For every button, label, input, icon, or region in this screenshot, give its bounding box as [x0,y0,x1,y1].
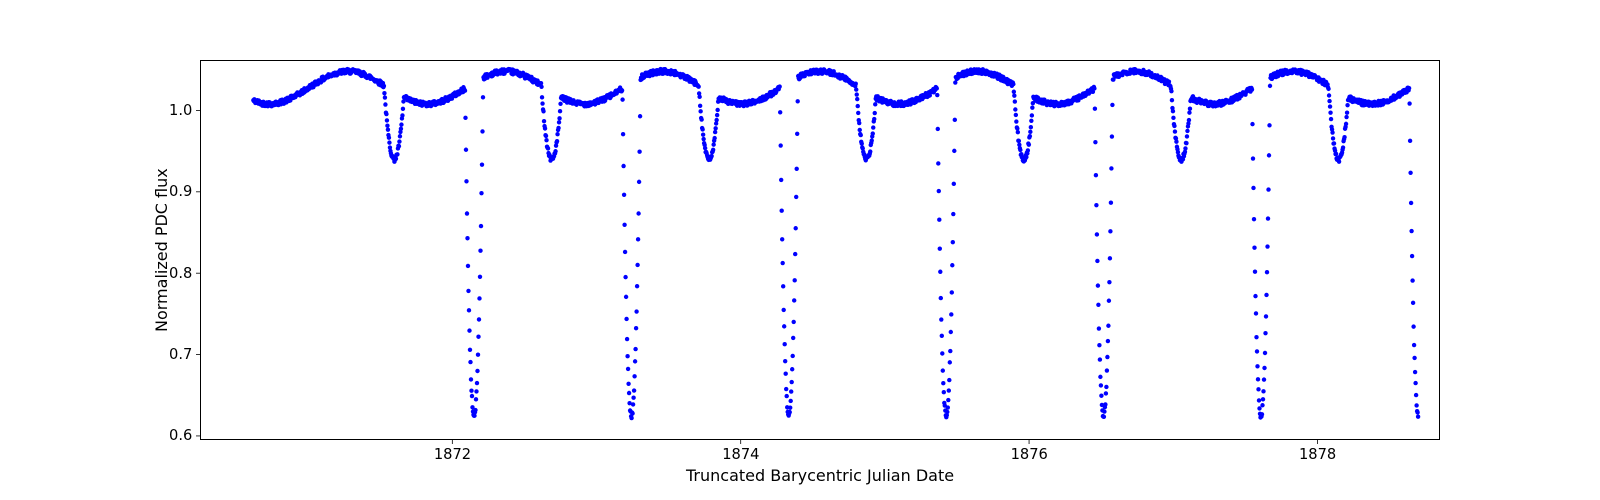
tick-label: 1878 [1299,446,1336,463]
tick-label: 0.7 [169,346,192,363]
tick-label: 0.6 [169,427,192,444]
tick-label: 1874 [722,446,759,463]
x-axis-label: Truncated Barycentric Julian Date [686,466,954,485]
tick-label: 1876 [1011,446,1048,463]
tick-label: 1.0 [169,102,192,119]
figure: Truncated Barycentric Julian Date Normal… [0,0,1600,500]
tick-label: 0.9 [169,183,192,200]
plot-area [200,60,1440,440]
tick-label: 0.8 [169,265,192,282]
tick-label: 1872 [434,446,471,463]
